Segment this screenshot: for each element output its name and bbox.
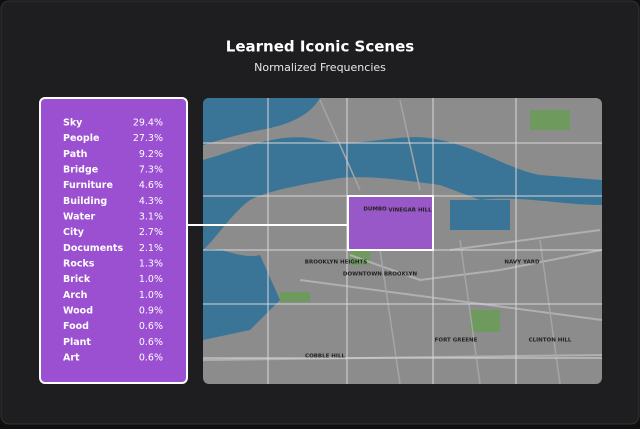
park	[530, 110, 570, 130]
map-label: DUMBO	[363, 207, 387, 213]
row-label: Plant	[63, 337, 91, 348]
row-value: 7.3%	[139, 165, 163, 176]
row-label: Brick	[63, 274, 91, 285]
row-label: Documents	[63, 243, 123, 254]
frequency-panel	[39, 97, 188, 384]
park	[470, 310, 500, 332]
row-label: Art	[63, 353, 80, 364]
map-label: NAVY YARD	[504, 260, 540, 266]
row-label: Bridge	[63, 165, 98, 176]
subtitle: Normalized Frequencies	[254, 61, 386, 74]
row-label: Path	[63, 149, 88, 160]
map: DUMBO VINEGAR HILL BROOKLYN HEIGHTS DOWNTOW…	[203, 98, 602, 384]
row-value: 1.0%	[139, 274, 163, 285]
row-label: Rocks	[63, 259, 95, 270]
row-label: Sky	[63, 118, 83, 129]
row-label: City	[63, 227, 85, 238]
map-label: COBBLE HILL	[305, 354, 345, 360]
row-value: 0.6%	[139, 353, 163, 364]
row-value: 9.2%	[139, 149, 163, 160]
row-value: 1.0%	[139, 290, 163, 301]
row-value: 2.7%	[139, 227, 163, 238]
row-value: 29.4%	[133, 118, 163, 129]
streets	[319, 99, 561, 384]
river	[203, 137, 602, 250]
row-value: 4.6%	[139, 180, 163, 191]
row-value: 0.6%	[139, 337, 163, 348]
row-label: Water	[63, 212, 96, 223]
highlight-cell	[347, 195, 434, 251]
row-value: 27.3%	[133, 133, 163, 144]
park	[280, 292, 310, 302]
grid	[203, 98, 602, 384]
row-value: 3.1%	[139, 212, 163, 223]
row-value: 2.1%	[139, 243, 163, 254]
dock	[450, 200, 510, 230]
map-label: FORT GREENE	[435, 338, 478, 344]
row-label: Furniture	[63, 180, 113, 191]
row-label: Food	[63, 321, 89, 332]
row-label: People	[63, 133, 99, 144]
frequency-table: Sky 29.4% People 27.3% Path 9.2% Bridge 7.3% Fur…	[63, 118, 163, 364]
row-value: 0.6%	[139, 321, 163, 332]
row-label: Wood	[63, 306, 93, 317]
title: Learned Iconic Scenes	[226, 38, 414, 56]
row-value: 0.9%	[139, 306, 163, 317]
map-label: CLINTON HILL	[529, 338, 572, 344]
row-label: Arch	[63, 290, 88, 301]
bay	[203, 248, 280, 340]
map-label: BROOKLYN HEIGHTS	[305, 260, 367, 266]
map-label: VINEGAR HILL	[388, 208, 432, 214]
row-label: Building	[63, 196, 107, 207]
map-labels: DUMBO VINEGAR HILL BROOKLYN HEIGHTS DOWNTOW…	[305, 207, 572, 360]
map-label: DOWNTOWN BROOKLYN	[343, 272, 418, 278]
roads	[203, 229, 602, 361]
row-value: 1.3%	[139, 259, 163, 270]
river-north	[203, 98, 320, 145]
row-value: 4.3%	[139, 196, 163, 207]
